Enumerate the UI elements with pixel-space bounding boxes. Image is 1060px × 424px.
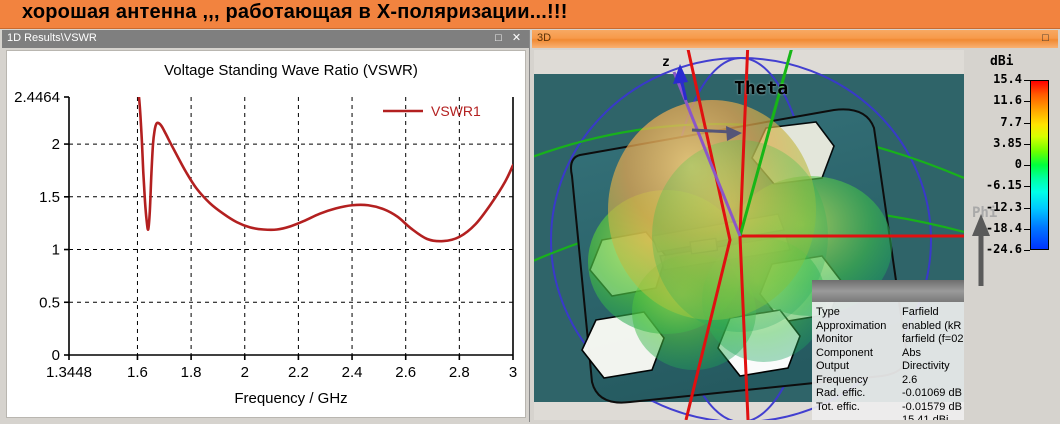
info-row: Tot. effic. -0.01579 dB	[816, 401, 964, 415]
legend-label: VSWR1	[431, 103, 481, 119]
x-tick-label: 1.8	[181, 364, 202, 381]
info-value: -0.01579 dB	[902, 400, 962, 413]
info-value: 15.41 dBi	[902, 414, 949, 420]
info-key: Component	[816, 346, 873, 359]
dbi-legend-tick	[1024, 143, 1030, 145]
series-line-VSWR1	[137, 97, 513, 243]
y-tick-label: 1	[52, 242, 60, 259]
y-tick-label: 0.5	[39, 294, 60, 311]
dbi-legend-tick	[1024, 228, 1030, 230]
dbi-legend-tick	[1024, 186, 1030, 188]
dbi-legend-value: -24.6	[985, 242, 1022, 256]
dbi-legend-value: 11.6	[993, 93, 1022, 108]
dbi-legend-value: 15.4	[993, 72, 1022, 86]
info-row: Approximation enabled (kR >> 1)	[816, 320, 964, 334]
maximize-button-3d[interactable]: □	[1042, 32, 1049, 44]
info-key: Output	[816, 360, 850, 372]
x-tick-label: 2.4	[342, 364, 363, 381]
window-3d-title-text: 3D	[537, 32, 552, 44]
theta-label: Theta	[734, 78, 789, 99]
maximize-button[interactable]: □	[495, 32, 502, 44]
window-3d-titlebar[interactable]: 3D □	[532, 30, 1058, 48]
info-value: farfield (f=02.6) [1]	[902, 333, 964, 345]
up-arrow-icon	[972, 214, 990, 286]
window-1d-title-text: 1D Results\VSWR	[7, 32, 97, 44]
y-tick-label: 2	[52, 136, 60, 153]
window-1d-results: 1D Results\VSWR □ ✕ Voltage Standing Wav…	[2, 30, 530, 422]
info-value: -0.01069 dB	[902, 387, 962, 399]
phi-label: Phi	[972, 205, 998, 221]
info-overlay-header	[812, 280, 964, 302]
y-tick-label: 1.5	[39, 189, 60, 206]
x-tick-label: 2.8	[449, 364, 470, 381]
info-value: 2.6	[902, 373, 918, 386]
farfield-info-panel: Type Farfield Approximation enabled (kR >> …	[812, 302, 964, 420]
z-axis-arrow	[673, 64, 688, 101]
x-tick-label: 2	[241, 364, 249, 381]
farfield-pattern	[588, 100, 892, 370]
info-row: Monitor farfield (f=02.6) [1]	[816, 333, 964, 347]
dbi-legend-title: dBi	[990, 54, 1014, 69]
info-row: Component Abs	[816, 347, 964, 361]
vswr-chart-container[interactable]: Voltage Standing Wave Ratio (VSWR) 0 0.5 1 1…	[6, 50, 526, 418]
info-row: Type Farfield	[816, 306, 964, 320]
close-icon[interactable]: ✕	[511, 32, 522, 44]
info-key: Rad. effic.	[816, 387, 866, 399]
info-key: Approximation	[816, 319, 887, 332]
x-tick-label: 1.6	[127, 364, 148, 381]
axis-lines-green	[738, 50, 793, 237]
x-axis-label: Frequency / GHz	[234, 390, 347, 407]
info-value: Abs	[902, 346, 921, 359]
info-key: Tot. effic.	[816, 400, 860, 413]
vswr-chart: Voltage Standing Wave Ratio (VSWR) 0 0.5 1 1…	[7, 51, 525, 417]
info-value: Directivity	[902, 360, 950, 372]
dbi-legend-value: -6.15	[985, 178, 1022, 193]
info-row: 15.41 dBi	[816, 414, 964, 420]
dbi-legend-value: 3.85	[993, 135, 1022, 150]
z-axis-label: z	[662, 55, 670, 70]
y-tick-label: 2.4464	[14, 89, 60, 106]
x-tick-label: 1.3448	[46, 364, 92, 381]
dbi-color-legend: dBi 15.4 11.6 7.7 3.85 0 -6.15 -12.3 -18.4 -24.6…	[966, 50, 1056, 420]
banner: хорошая антенна ,,, работающая в X-поляр…	[0, 0, 1060, 29]
farfield-3d-viewport[interactable]: z Theta Type Farfield Approximation enabled…	[534, 50, 964, 420]
info-key: Monitor	[816, 333, 853, 345]
info-row: Output Directivity	[816, 360, 964, 374]
x-tick-label: 3	[509, 364, 517, 381]
info-row: Frequency 2.6	[816, 374, 964, 388]
dbi-legend-tick	[1024, 250, 1030, 251]
dbi-legend-tick	[1024, 122, 1030, 124]
dbi-legend-tick	[1024, 207, 1030, 209]
window-3d: 3D □	[532, 30, 1058, 422]
y-tick-label: 0	[52, 347, 60, 364]
dbi-legend-value: -12.3	[985, 199, 1022, 214]
dbi-color-bar	[1030, 80, 1049, 250]
dbi-legend-value: 0	[1014, 157, 1022, 171]
dbi-legend-value: 7.7	[1000, 114, 1022, 129]
dbi-legend-tick	[1024, 80, 1030, 81]
info-key: Type	[816, 306, 840, 318]
info-row: Rad. effic. -0.01069 dB	[816, 387, 964, 401]
info-value: Farfield	[902, 306, 939, 318]
info-key: Frequency	[816, 373, 868, 386]
chart-title: Voltage Standing Wave Ratio (VSWR)	[164, 62, 418, 79]
dbi-legend-tick	[1024, 165, 1030, 166]
window-1d-titlebar[interactable]: 1D Results\VSWR □ ✕	[2, 30, 529, 48]
dbi-legend-tick	[1024, 101, 1030, 103]
x-tick-label: 2.2	[288, 364, 309, 381]
dbi-legend-value: -18.4	[985, 220, 1022, 235]
theta-arrow	[691, 126, 742, 141]
info-value: enabled (kR >> 1)	[902, 319, 964, 332]
x-tick-label: 2.6	[395, 364, 416, 381]
banner-title: хорошая антенна ,,, работающая в X-поляр…	[22, 1, 568, 23]
